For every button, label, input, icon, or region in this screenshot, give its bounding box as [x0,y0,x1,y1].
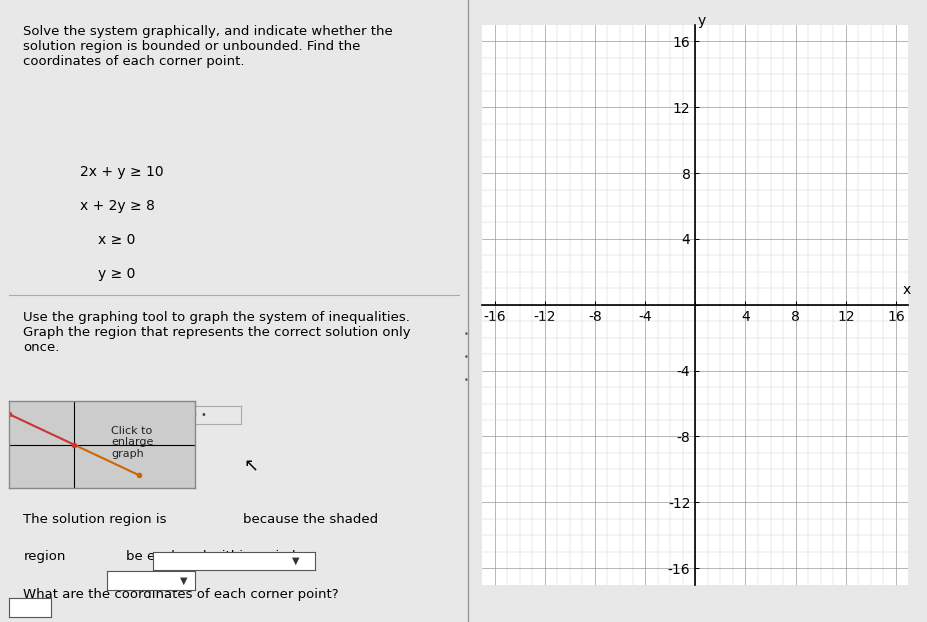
Text: •: • [464,353,468,362]
Text: What are the coordinates of each corner point?: What are the coordinates of each corner … [23,588,339,601]
Text: x ≥ 0: x ≥ 0 [98,233,135,248]
Text: be enclosed within a circle.: be enclosed within a circle. [126,550,309,564]
Text: •: • [464,376,468,386]
Text: The solution region is: The solution region is [23,513,167,526]
Text: Click to
enlarge
graph: Click to enlarge graph [111,425,154,459]
Text: •: • [464,330,468,339]
Text: • • •: • • • [183,410,207,420]
Text: x: x [902,283,910,297]
Text: y ≥ 0: y ≥ 0 [98,267,135,282]
Text: ↖: ↖ [244,457,259,475]
Text: x + 2y ≥ 8: x + 2y ≥ 8 [80,199,155,213]
Text: Solve the system graphically, and indicate whether the
solution region is bounde: Solve the system graphically, and indica… [23,25,393,68]
Text: region: region [23,550,66,564]
Text: ▼: ▼ [292,556,299,566]
Text: y: y [697,14,705,28]
Text: 2x + y ≥ 10: 2x + y ≥ 10 [80,165,163,179]
Text: because the shaded: because the shaded [244,513,378,526]
Text: ▼: ▼ [181,575,188,585]
Text: Use the graphing tool to graph the system of inequalities.
Graph the region that: Use the graphing tool to graph the syste… [23,311,411,354]
